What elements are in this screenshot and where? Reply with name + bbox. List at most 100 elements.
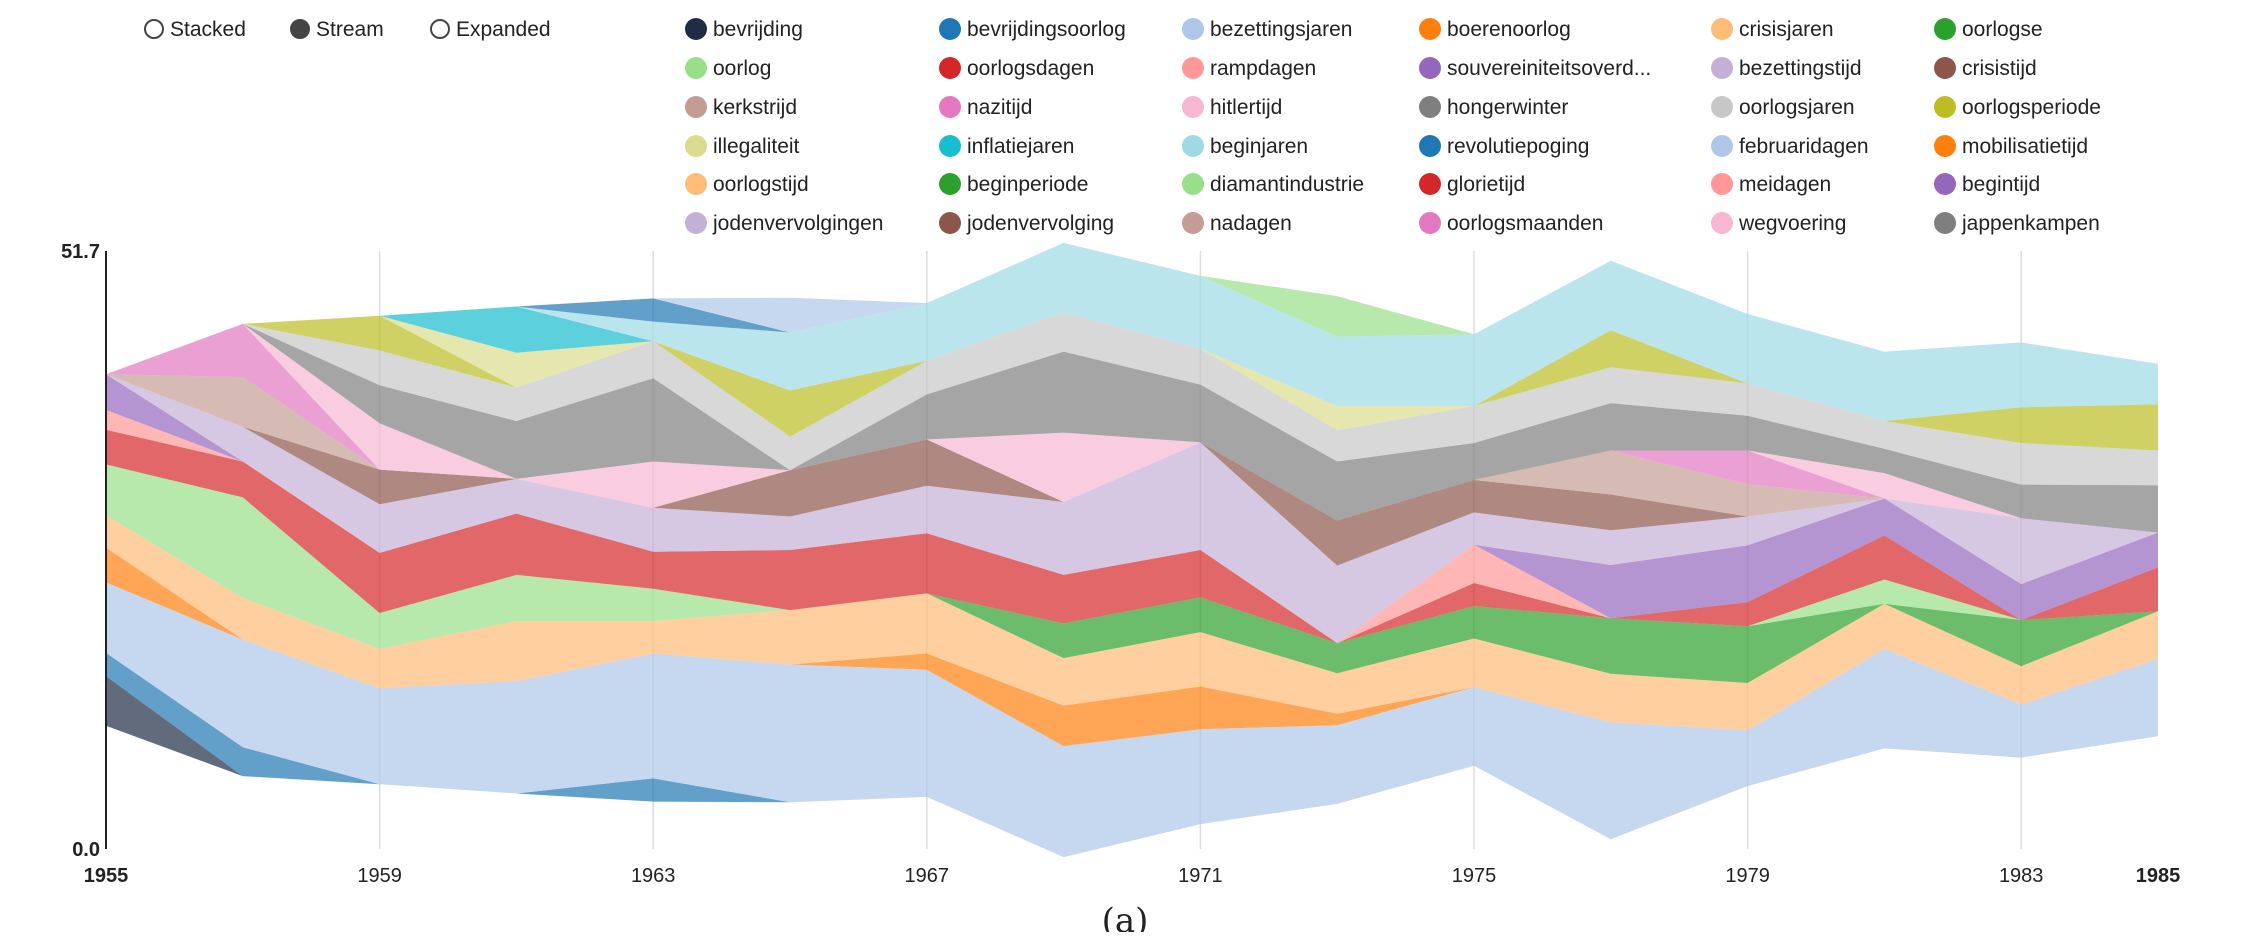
figure-caption: (a) — [1102, 901, 1149, 932]
radio-stacked[interactable]: Stacked — [144, 18, 246, 41]
y-tick-label: 0.0 — [72, 839, 100, 861]
legend-swatch — [939, 18, 961, 40]
legend-label: hitlertijd — [1210, 96, 1282, 119]
legend-label: oorlogsjaren — [1739, 96, 1855, 119]
legend-item-jappenkampen[interactable]: jappenkampen — [1934, 212, 2100, 235]
legend-item-nadagen[interactable]: nadagen — [1182, 212, 1292, 235]
legend-label: oorlogse — [1962, 18, 2043, 41]
legend-item-oorlogse[interactable]: oorlogse — [1934, 18, 2043, 41]
legend-item-oorlogsdagen[interactable]: oorlogsdagen — [939, 57, 1094, 80]
legend-item-revolutiepoging[interactable]: revolutiepoging — [1419, 135, 1589, 158]
legend-item-diamantindustrie[interactable]: diamantindustrie — [1182, 173, 1364, 196]
stream-illegaliteit[interactable] — [106, 312, 2158, 431]
legend-swatch — [685, 57, 707, 79]
legend-item-mobilisatietijd[interactable]: mobilisatietijd — [1934, 135, 2088, 158]
stream-oorlogsdagen[interactable] — [106, 429, 2158, 644]
radio-button[interactable] — [290, 19, 310, 39]
radio-expanded[interactable]: Expanded — [430, 18, 551, 41]
stream-hitlertijd[interactable] — [106, 323, 2158, 533]
legend-label: jappenkampen — [1961, 212, 2100, 235]
stream-kerkstrijd[interactable] — [106, 374, 2158, 533]
legend-label: inflatiejaren — [967, 135, 1074, 158]
legend-item-crisistijd[interactable]: crisistijd — [1934, 57, 2037, 80]
legend-item-oorlogsmaanden[interactable]: oorlogsmaanden — [1419, 212, 1603, 235]
legend-item-beginjaren[interactable]: beginjaren — [1182, 135, 1308, 158]
legend-swatch — [1711, 135, 1733, 157]
stream-souvereiniteitsoverd[interactable] — [106, 374, 2158, 644]
stream-oorlogse[interactable] — [106, 515, 2158, 683]
legend-item-oorlogstijd[interactable]: oorlogstijd — [685, 173, 809, 196]
legend-item-februaridagen[interactable]: februaridagen — [1711, 135, 1869, 158]
legend-item-glorietijd[interactable]: glorietijd — [1419, 173, 1525, 196]
legend-label: illegaliteit — [713, 135, 800, 158]
legend-swatch — [1934, 18, 1956, 40]
legend-label: kerkstrijd — [713, 96, 797, 119]
legend-item-bevrijdingsoorlog[interactable]: bevrijdingsoorlog — [939, 18, 1126, 41]
legend-item-hongerwinter[interactable]: hongerwinter — [1419, 96, 1568, 119]
stream-bezettingsjaren[interactable] — [106, 582, 2158, 858]
stream-hongerwinter[interactable] — [106, 323, 2158, 533]
legend-swatch — [1711, 57, 1733, 79]
stream-crisistijd[interactable] — [106, 374, 2158, 566]
legend-item-begintijd[interactable]: begintijd — [1934, 173, 2040, 196]
legend-item-wegvoering[interactable]: wegvoering — [1711, 212, 1846, 235]
legend-label: diamantindustrie — [1210, 173, 1364, 196]
legend-label: hongerwinter — [1447, 96, 1568, 119]
legend-item-oorlogsperiode[interactable]: oorlogsperiode — [1934, 96, 2101, 119]
legend-item-jodenvervolging[interactable]: jodenvervolging — [939, 212, 1114, 235]
legend-swatch — [1419, 173, 1441, 195]
stream-crisisjaren[interactable] — [106, 515, 2158, 731]
x-tick-label: 1967 — [905, 865, 950, 887]
legend-label: crisistijd — [1962, 57, 2037, 80]
legend-label: februaridagen — [1739, 135, 1869, 158]
stream-oorlog[interactable] — [106, 464, 2158, 649]
radio-stream[interactable]: Stream — [290, 18, 384, 41]
legend-label: crisisjaren — [1739, 18, 1834, 41]
legend-swatch — [939, 57, 961, 79]
radio-button[interactable] — [144, 19, 164, 39]
legend-item-inflatiejaren[interactable]: inflatiejaren — [939, 135, 1074, 158]
legend-swatch — [1711, 96, 1733, 118]
x-tick-label: 1963 — [631, 865, 676, 887]
legend-label: begintijd — [1962, 173, 2040, 196]
legend-item-boerenoorlog[interactable]: boerenoorlog — [1419, 18, 1571, 41]
stream-inflatiejaren[interactable] — [106, 306, 2158, 422]
legend-swatch — [1934, 135, 1956, 157]
legend-swatch — [1419, 135, 1441, 157]
legend-item-oorlog[interactable]: oorlog — [685, 57, 771, 80]
stream-bezettingstijd[interactable] — [106, 374, 2158, 644]
legend-item-jodenvervolgingen[interactable]: jodenvervolgingen — [685, 212, 883, 235]
legend-swatch — [939, 135, 961, 157]
legend-swatch — [1711, 18, 1733, 40]
legend-item-souvereiniteitsoverd[interactable]: souvereiniteitsoverd... — [1419, 57, 1651, 80]
legend-item-oorlogsjaren[interactable]: oorlogsjaren — [1711, 96, 1855, 119]
stream-oorlogsperiode[interactable] — [106, 312, 2158, 451]
legend-swatch — [1182, 96, 1204, 118]
legend-swatch — [939, 173, 961, 195]
legend-swatch — [1182, 173, 1204, 195]
stream-oorlogsjaren[interactable] — [106, 312, 2158, 486]
legend-item-illegaliteit[interactable]: illegaliteit — [685, 135, 800, 158]
stream-areas — [106, 242, 2158, 858]
legend-item-nazitijd[interactable]: nazitijd — [939, 96, 1032, 119]
legend-label: bezettingsjaren — [1210, 18, 1352, 41]
legend-swatch — [1934, 173, 1956, 195]
legend-item-hitlertijd[interactable]: hitlertijd — [1182, 96, 1282, 119]
legend-label: beginperiode — [967, 173, 1088, 196]
legend-item-beginperiode[interactable]: beginperiode — [939, 173, 1088, 196]
legend-item-bezettingstijd[interactable]: bezettingstijd — [1711, 57, 1862, 80]
legend-label: bevrijding — [713, 18, 803, 41]
legend-swatch — [1419, 57, 1441, 79]
legend-item-crisisjaren[interactable]: crisisjaren — [1711, 18, 1834, 41]
legend-item-rampdagen[interactable]: rampdagen — [1182, 57, 1316, 80]
legend-label: glorietijd — [1447, 173, 1525, 196]
stream-beginjaren[interactable] — [106, 242, 2158, 421]
legend-item-meidagen[interactable]: meidagen — [1711, 173, 1831, 196]
radio-button[interactable] — [430, 19, 450, 39]
stream-boerenoorlog[interactable] — [106, 547, 2158, 747]
legend-item-bevrijding[interactable]: bevrijding — [685, 18, 803, 41]
legend-item-bezettingsjaren[interactable]: bezettingsjaren — [1182, 18, 1352, 41]
radio-label: Expanded — [456, 18, 551, 41]
legend-item-kerkstrijd[interactable]: kerkstrijd — [685, 96, 797, 119]
